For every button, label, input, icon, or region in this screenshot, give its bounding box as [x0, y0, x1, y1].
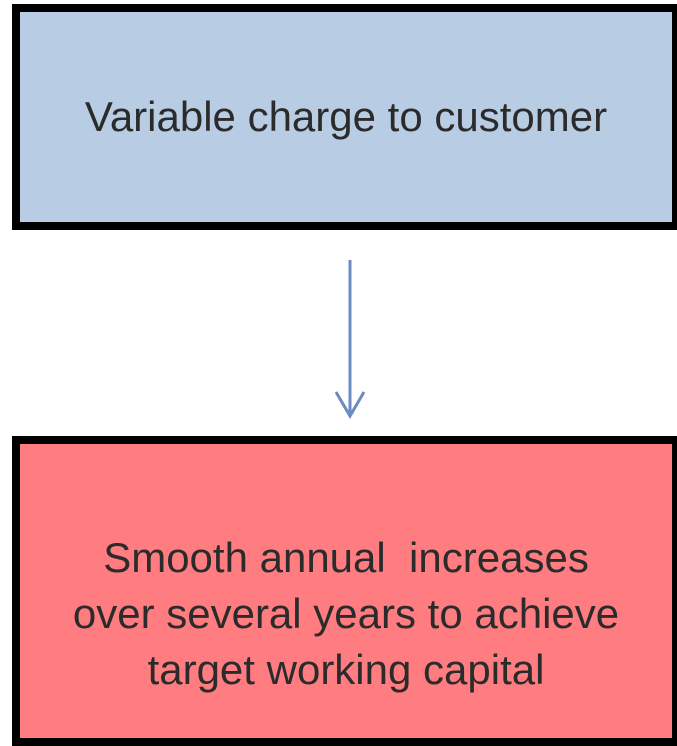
- arrow-head: [334, 391, 366, 419]
- node-line: target working capital: [147, 646, 545, 693]
- bottom-box: Smooth annual increases over several yea…: [12, 436, 677, 746]
- top-box: Variable charge to customer: [12, 4, 677, 230]
- connector: [334, 260, 366, 419]
- node-line: Smooth annual increases: [103, 534, 589, 581]
- node-line: over several years to achieve: [72, 590, 620, 637]
- node-label: Variable charge to customer: [84, 93, 608, 140]
